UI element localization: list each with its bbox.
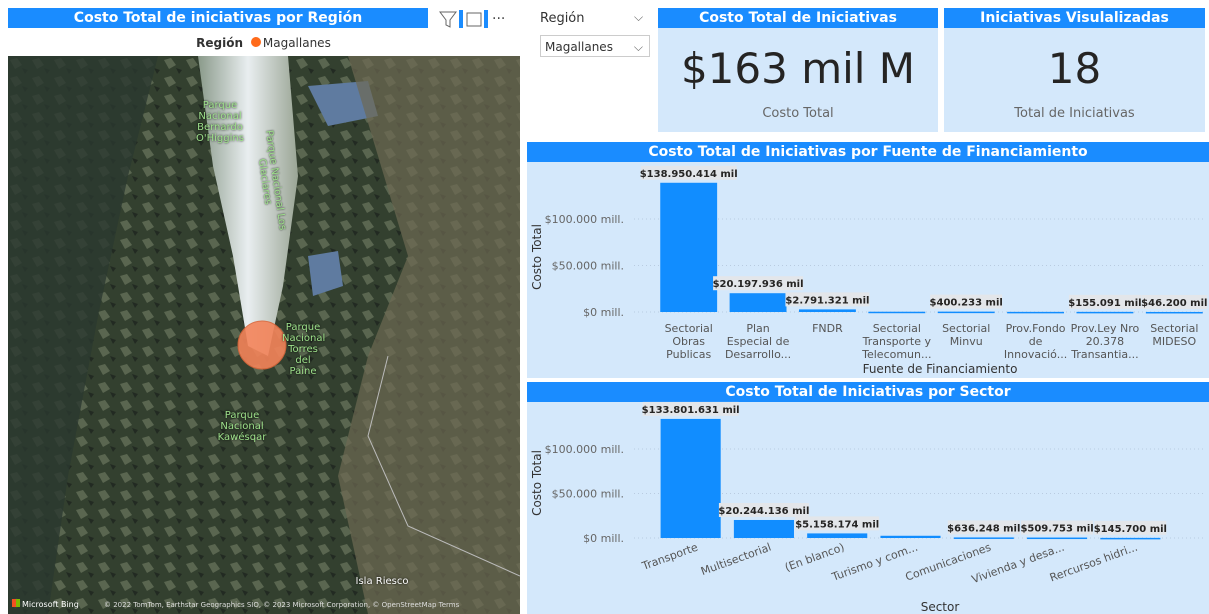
dashboard: Costo Total de iniciativas por Región ··…: [0, 0, 1209, 614]
bar: [1100, 538, 1160, 540]
data-label: $133.801.631 mil: [642, 405, 740, 416]
data-label: $46.200 mil: [1141, 298, 1207, 309]
legend-item: Magallanes: [263, 36, 331, 50]
y-axis-title: Costo Total: [530, 224, 544, 290]
data-label: $2.791.321 mil: [785, 295, 869, 306]
bar: [1007, 312, 1064, 314]
map-label: Isla Riesco: [352, 576, 412, 587]
bar: [1027, 538, 1087, 540]
bar: [661, 419, 721, 538]
data-label: $636.248 mil: [947, 523, 1020, 534]
x-tick-label: Sectorial Minvu: [932, 322, 1001, 348]
card-value: $163 mil M: [658, 44, 938, 93]
legend-title: Región: [196, 36, 243, 50]
card-title: Iniciativas Visulalizadas: [944, 8, 1205, 28]
bar: [938, 312, 995, 314]
card: Costo Total de Iniciativas $163 mil M Co…: [658, 8, 938, 132]
x-tick-label: Plan Especial de Desarrollo...: [723, 322, 792, 361]
x-tick-label: Prov.Fondo de Innovació...: [1001, 322, 1070, 361]
x-tick-label: Transporte: [639, 541, 699, 574]
visual-header-icons: ···: [436, 8, 526, 30]
card-label: Costo Total: [658, 106, 938, 121]
chart-panel: Costo Total de Iniciativas por Fuente de…: [527, 142, 1209, 378]
legend-swatch: [251, 37, 261, 47]
card-label: Total de Iniciativas: [944, 106, 1205, 121]
bar: [660, 183, 717, 312]
filter-icon[interactable]: [440, 12, 456, 27]
y-tick-label: $0 mill.: [583, 306, 624, 319]
x-tick-label: Sectorial MIDESO: [1140, 322, 1209, 348]
card-value: 18: [944, 44, 1205, 93]
bar: [880, 536, 940, 538]
region-bubble[interactable]: [238, 321, 286, 369]
map-label: Parque Nacional Bernardo O'Higgins: [180, 100, 260, 144]
bar: [807, 533, 867, 538]
logo-text: Microsoft Bing: [22, 600, 79, 609]
data-label: $155.091 mil: [1068, 298, 1141, 309]
slicer-title: Región: [540, 11, 585, 26]
bar: [734, 520, 794, 538]
card: Iniciativas Visulalizadas 18 Total de In…: [944, 8, 1205, 132]
y-axis-title: Costo Total: [530, 450, 544, 516]
data-label: $400.233 mil: [930, 298, 1003, 309]
slicer-value: Magallanes: [545, 40, 613, 54]
map-label: Parque Nacional Torres del Paine: [282, 322, 324, 377]
bar: [954, 537, 1014, 539]
x-tick-label: Sectorial Transporte y Telecomun...: [862, 322, 931, 361]
data-label: $138.950.414 mil: [640, 169, 738, 180]
map-title: Costo Total de iniciativas por Región: [8, 8, 428, 28]
slicer-dropdown[interactable]: Magallanes⌵: [540, 35, 650, 57]
x-axis-title: Fuente de Financiamiento: [863, 362, 1018, 376]
y-tick-label: $50.000 mill.: [552, 488, 624, 501]
slicer-chevron[interactable]: ⌵: [634, 10, 643, 25]
bar: [1076, 312, 1133, 314]
bar: [1146, 312, 1203, 314]
x-tick-label: Multisectorial: [699, 541, 773, 578]
y-tick-label: $50.000 mill.: [552, 260, 624, 273]
x-tick-label: FNDR: [793, 322, 862, 335]
y-tick-label: $0 mill.: [583, 532, 624, 545]
focus-icon[interactable]: [467, 13, 481, 26]
y-tick-label: $100.000 mill.: [545, 213, 624, 226]
map-legend: Región Magallanes: [0, 36, 527, 50]
data-label: $20.197.936 mil: [713, 279, 804, 290]
bar: [799, 309, 856, 312]
bar: [868, 312, 925, 314]
data-label: $145.700 mil: [1094, 524, 1167, 535]
data-label: $5.158.174 mil: [795, 519, 879, 530]
bar: [730, 293, 787, 312]
y-tick-label: $100.000 mill.: [545, 443, 624, 456]
separator: [459, 10, 463, 28]
data-label: $509.753 mil: [1020, 524, 1093, 535]
chart: Costo Total $0 mill. $50.000 mill. $100.000…: [527, 382, 1209, 614]
map-attribution[interactable]: © 2022 TomTom, Earthstar Geographics SIO…: [104, 601, 459, 609]
data-label: $20.244.136 mil: [718, 506, 809, 517]
card-title: Costo Total de Iniciativas: [658, 8, 938, 28]
x-tick-label: Sectorial Obras Publicas: [654, 322, 723, 361]
map-logo: Microsoft Bing: [12, 599, 79, 609]
x-axis-title: Sector: [921, 600, 960, 614]
more-icon[interactable]: ···: [492, 11, 505, 27]
map-label: Parque Nacional Kawésqar: [212, 410, 272, 443]
x-tick-label: Prov.Ley Nro 20.378 Transantia...: [1070, 322, 1139, 361]
separator: [484, 10, 488, 28]
